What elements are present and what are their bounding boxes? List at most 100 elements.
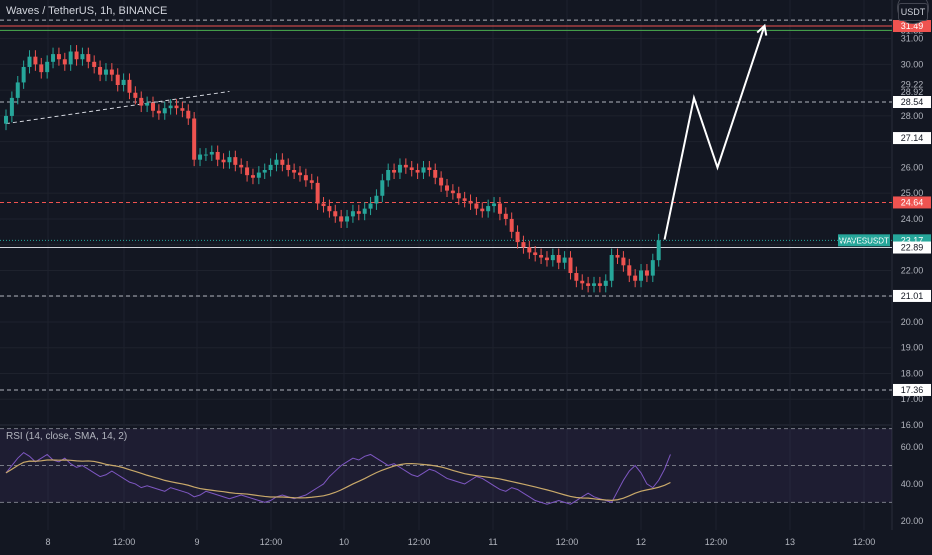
- candle-body: [209, 151, 214, 155]
- candle-body: [86, 54, 91, 62]
- candle-body: [192, 118, 197, 160]
- candle-body: [503, 213, 508, 219]
- candle-body: [539, 255, 544, 258]
- candle-body: [51, 54, 56, 62]
- candle-body: [603, 280, 608, 286]
- candle-body: [621, 257, 626, 266]
- rsi-sma-line: [5, 459, 671, 501]
- candle-body: [462, 198, 467, 201]
- y-tick-label: 28.00: [901, 111, 924, 121]
- candle-body: [127, 79, 132, 93]
- candle-body: [644, 270, 649, 276]
- candle-body: [656, 240, 661, 261]
- candle-body: [403, 164, 408, 168]
- candle-body: [627, 265, 632, 276]
- candle-body: [45, 61, 50, 73]
- candle-body: [315, 182, 320, 204]
- candle-body: [303, 175, 308, 181]
- candle-body: [345, 216, 350, 222]
- y-tick-label: 30.00: [901, 59, 924, 69]
- candle-body: [121, 79, 126, 85]
- candle-body: [292, 170, 297, 173]
- candle-body: [574, 273, 579, 281]
- candle-body: [80, 54, 85, 60]
- candle-body: [492, 203, 497, 207]
- candle-body: [27, 56, 32, 67]
- candle-body: [286, 164, 291, 170]
- candle-body: [9, 97, 14, 116]
- candle-body: [298, 172, 302, 176]
- candle-body: [568, 257, 573, 274]
- candle-body: [280, 159, 285, 165]
- candle-body: [262, 170, 267, 173]
- candle-body: [521, 242, 526, 248]
- candle-body: [62, 59, 67, 65]
- candle-body: [115, 74, 120, 85]
- candle-body: [427, 167, 432, 170]
- candle-body: [350, 211, 355, 217]
- y-tick-label: 31.00: [901, 34, 924, 44]
- x-tick-label: 12:00: [556, 537, 579, 547]
- level-label-bg: [893, 289, 931, 302]
- x-tick-label: 12:00: [408, 537, 431, 547]
- candle-body: [597, 283, 602, 286]
- level-label-bg: [893, 132, 931, 145]
- candle-body: [151, 103, 155, 111]
- candle-body: [380, 180, 385, 196]
- candle-body: [615, 255, 620, 258]
- candle-body: [309, 180, 314, 183]
- candle-body: [33, 56, 38, 65]
- candle-body: [386, 170, 391, 181]
- candle-body: [333, 211, 338, 217]
- level-label-red-bg: [893, 196, 931, 209]
- candle-body: [356, 211, 361, 214]
- currency-button[interactable]: USDT: [898, 3, 928, 21]
- candle-body: [4, 115, 8, 124]
- candle-body: [268, 164, 273, 170]
- candle-body: [215, 151, 220, 160]
- candle-body: [609, 255, 614, 281]
- candle-body: [162, 108, 167, 114]
- y-tick-label: 16.00: [901, 420, 924, 430]
- level-label: 28.54: [901, 97, 924, 107]
- level-label: 27.14: [901, 133, 924, 143]
- candle-body: [450, 190, 455, 194]
- candle-body: [203, 154, 208, 156]
- trend-line: [5, 90, 230, 125]
- candle-body: [562, 257, 567, 263]
- candle-body: [486, 206, 491, 212]
- rsi-tick-label: 20.00: [901, 516, 924, 526]
- candle-body: [168, 105, 173, 109]
- candle-body: [21, 66, 26, 83]
- candle-body: [397, 164, 402, 173]
- candle-body: [186, 110, 191, 119]
- candle-body: [92, 61, 97, 67]
- x-tick-label: 9: [194, 537, 199, 547]
- candle-body: [368, 203, 373, 209]
- candle-body: [321, 203, 326, 207]
- candle-body: [374, 195, 379, 204]
- candle-body: [433, 170, 438, 178]
- x-tick-label: 12:00: [705, 537, 728, 547]
- level-label: 17.36: [901, 385, 924, 395]
- y-tick-label: 29.22: [901, 79, 924, 89]
- candle-body: [103, 69, 108, 75]
- projection-path: [663, 25, 766, 240]
- candle-body: [362, 208, 367, 214]
- candle-body: [509, 218, 514, 232]
- candle-body: [245, 167, 250, 176]
- x-tick-label: 12:00: [853, 537, 876, 547]
- candle-body: [639, 270, 644, 281]
- candle-body: [474, 203, 479, 209]
- candle-body: [221, 159, 226, 163]
- candle-body: [415, 170, 420, 173]
- symbol-title: Waves / TetherUS, 1h, BINANCE: [6, 5, 168, 17]
- candle-body: [233, 157, 238, 165]
- candle-body: [650, 260, 655, 276]
- x-tick-label: 12: [636, 537, 646, 547]
- candle-body: [139, 97, 144, 106]
- candle-body: [274, 159, 279, 165]
